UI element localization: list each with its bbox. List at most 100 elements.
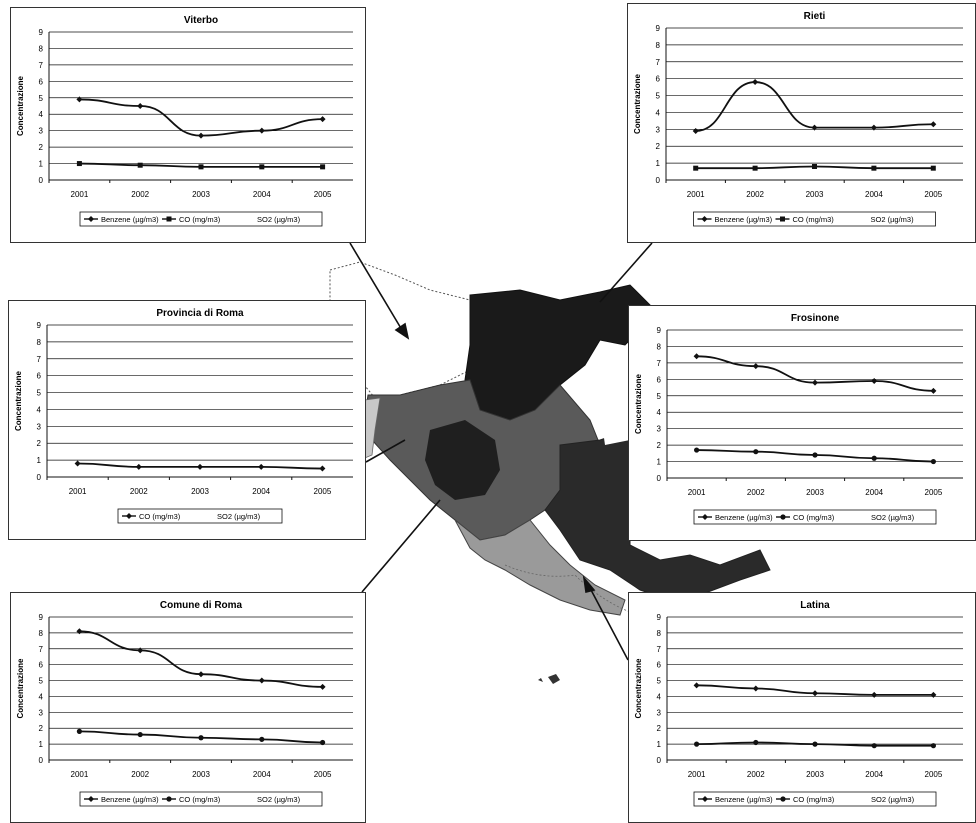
series-co-mg-m3 [74, 460, 326, 472]
legend: Benzene (µg/m3) CO (mg/m3) SO2 (µg/m3) [693, 211, 936, 227]
y-tick-label: 8 [656, 41, 661, 50]
y-tick-label: 4 [656, 108, 661, 117]
benzene-g-m3-point [812, 379, 818, 386]
co-mg-m3-point [76, 728, 82, 734]
y-tick-label: 6 [657, 661, 662, 670]
y-tick-label: 0 [39, 756, 44, 765]
y-tick-label: 2 [657, 724, 662, 733]
y-tick-label: 2 [656, 142, 661, 151]
benzene-g-m3-point [319, 683, 326, 690]
co-mg-m3-point [753, 449, 759, 455]
chart-panel-comune-roma: Comune di Roma Concentrazione 0 1 2 3 4 5 6 7 8 9 20… [10, 592, 366, 823]
chart-comune-roma: Comune di Roma Concentrazione 0 1 2 3 4 5 6 7 8 9 20… [16, 600, 353, 807]
co-mg-m3-point [320, 739, 326, 746]
legend: Benzene (µg/m3) CO (mg/m3) SO2 (µg/m3) [693, 509, 937, 525]
arrow-provincia-roma [365, 439, 406, 463]
arrow-rieti [599, 242, 653, 303]
co-mg-m3-point [198, 735, 204, 741]
y-axis-label: Concentrazione [14, 370, 23, 431]
co-mg-m3-point [753, 739, 759, 746]
y-tick-label: 4 [39, 110, 44, 119]
chart-panel-frosinone: Frosinone Concentrazione 0 1 2 3 4 5 6 7 8 9 2001 200… [628, 305, 976, 541]
y-tick-label: 6 [37, 372, 42, 381]
co-mg-m3-point [812, 163, 817, 169]
co-mg-m3-point [930, 458, 936, 465]
benzene-g-m3-point [258, 127, 265, 134]
y-tick-label: 5 [39, 94, 44, 103]
co-mg-m3-point [871, 165, 877, 171]
y-tick-label: 7 [656, 58, 661, 67]
x-tick-label: 2004 [865, 488, 883, 497]
y-tick-label: 2 [39, 143, 44, 152]
series-benzene-g-m3 [693, 682, 937, 698]
y-tick-label: 2 [37, 439, 42, 448]
series-benzene-g-m3 [76, 628, 326, 690]
x-tick-label: 2004 [865, 190, 883, 199]
y-tick-label: 5 [657, 677, 662, 686]
gridlines [49, 31, 353, 181]
benzene-g-m3-line [695, 81, 934, 132]
y-tick-label: 3 [39, 127, 44, 136]
co-mg-m3-point [137, 731, 143, 738]
co-mg-m3-point [319, 465, 326, 472]
x-tick-label: 2005 [314, 770, 332, 779]
benzene-g-m3-point [76, 96, 83, 103]
y-tick-label: 6 [39, 77, 44, 86]
y-tick-label: 1 [657, 740, 662, 749]
y-tick-label: 1 [37, 456, 42, 465]
y-tick-label: 4 [39, 692, 44, 701]
arrow-latina [589, 587, 629, 661]
benzene-g-m3-point [198, 671, 204, 678]
x-tick-label: 2002 [747, 488, 765, 497]
y-tick-label: 1 [39, 740, 44, 749]
x-tick-label: 2005 [314, 190, 332, 199]
co-mg-m3-point [752, 165, 758, 171]
legend-label: CO (mg/m3) [793, 795, 835, 804]
legend-box [79, 791, 323, 807]
legend-marker [780, 216, 785, 222]
co-mg-m3-point [694, 447, 700, 453]
legend-label: Benzene (µg/m3) [715, 215, 773, 224]
legend-label: SO2 (µg/m3) [871, 215, 915, 224]
y-tick-label: 7 [39, 645, 44, 654]
legend-label: CO (mg/m3) [179, 215, 221, 224]
y-tick-label: 6 [656, 75, 661, 84]
x-tick-label: 2003 [192, 770, 210, 779]
x-tick-label: 2002 [130, 487, 148, 496]
legend-box [79, 211, 323, 227]
y-axis-label: Concentrazione [16, 658, 25, 719]
x-tick-label: 2002 [131, 190, 149, 199]
y-tick-label: 4 [657, 408, 662, 417]
co-mg-m3-point [198, 164, 204, 170]
chart-provincia-roma: Provincia di Roma Concentrazione 0 1 2 3 4 5 6 7 8… [14, 308, 353, 524]
benzene-g-m3-point [871, 691, 878, 698]
chart-viterbo: Viterbo Concentrazione 0 1 2 3 4 5 6 7 8 9 2001 2002 2… [16, 15, 353, 227]
legend-label: SO2 (µg/m3) [217, 512, 261, 521]
map-latina-area [454, 519, 626, 616]
benzene-g-m3-point [870, 124, 877, 131]
legend-label: CO (mg/m3) [793, 513, 835, 522]
arrow-viterbo-head [394, 322, 410, 340]
y-tick-label: 7 [657, 359, 662, 368]
co-mg-m3-point [258, 463, 265, 470]
co-mg-m3-point [871, 743, 877, 749]
chart-panel-provincia-roma: Provincia di Roma Concentrazione 0 1 2 3 4 5 6 7 8… [8, 300, 366, 540]
map-island [538, 678, 543, 682]
chart-title: Frosinone [791, 313, 840, 324]
y-tick-label: 3 [39, 708, 44, 717]
chart-panel-rieti: Rieti Concentrazione 0 1 2 3 4 5 6 7 8 9 2001 2002 200… [627, 3, 976, 243]
co-mg-m3-point [930, 165, 936, 171]
legend-box [693, 211, 936, 227]
y-tick-label: 0 [656, 176, 661, 185]
legend: CO (mg/m3) SO2 (µg/m3) [117, 508, 283, 524]
y-tick-label: 1 [657, 458, 662, 467]
chart-frosinone: Frosinone Concentrazione 0 1 2 3 4 5 6 7 8 9 2001 200… [634, 313, 963, 525]
y-tick-label: 9 [37, 321, 42, 330]
x-tick-label: 2003 [192, 190, 210, 199]
series-benzene-g-m3 [76, 96, 326, 139]
connector-arrows [349, 242, 653, 661]
map-comune-roma-area [425, 420, 500, 500]
benzene-g-m3-point [137, 647, 144, 654]
benzene-g-m3-point [137, 103, 144, 109]
y-tick-label: 3 [37, 422, 42, 431]
